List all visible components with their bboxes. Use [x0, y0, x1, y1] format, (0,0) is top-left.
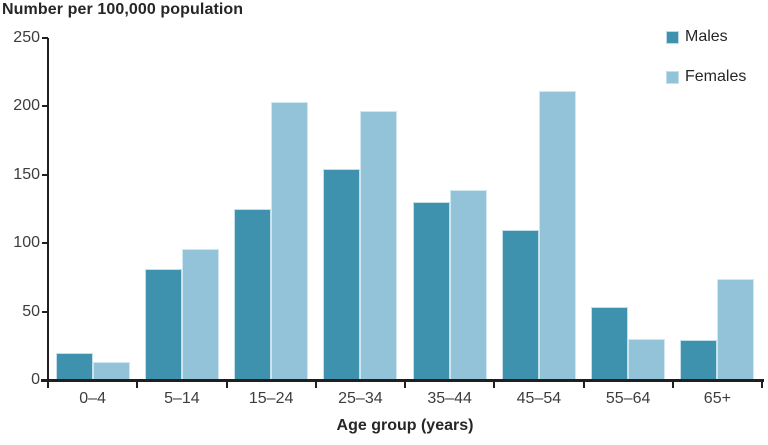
males-bar [591, 307, 629, 380]
y-tick-label: 100 [13, 234, 40, 251]
x-tick-mark [583, 381, 585, 388]
males-bar [501, 230, 539, 380]
chart-title: Number per 100,000 population [2, 1, 244, 18]
x-tick-label: 5–14 [164, 390, 200, 407]
males-bar [55, 353, 93, 380]
legend-item-females: Females [666, 68, 747, 85]
x-tick-label: 35–44 [427, 390, 472, 407]
bar-group [405, 38, 494, 380]
y-tick-mark [42, 105, 48, 107]
y-tick-label: 0 [31, 371, 40, 388]
x-axis-line [41, 379, 764, 382]
plot-area [48, 38, 762, 380]
females-bar [92, 362, 130, 380]
females-bar [717, 279, 755, 380]
bar-group [584, 38, 673, 380]
x-tick-mark [493, 381, 495, 388]
x-tick-mark [226, 381, 228, 388]
bar-group [673, 38, 762, 380]
y-tick-label: 150 [13, 166, 40, 183]
males-bar [680, 340, 718, 380]
x-tick-label: 15–24 [248, 390, 294, 407]
legend-label-females: Females [685, 68, 747, 85]
males-bar [144, 269, 182, 380]
y-tick-mark [42, 174, 48, 176]
females-bar [271, 102, 309, 380]
males-bar [234, 209, 272, 380]
x-tick-label: 65+ [703, 390, 731, 407]
x-tick-label: 25–34 [338, 390, 383, 407]
bar-group [48, 38, 137, 380]
females-bar [181, 249, 219, 380]
y-tick-mark [42, 311, 48, 313]
y-axis-line [47, 38, 49, 381]
males-bar [412, 202, 450, 380]
x-tick-mark [672, 381, 674, 388]
females-bar [628, 339, 666, 380]
x-axis-title: Age group (years) [336, 417, 474, 434]
bar-group [316, 38, 405, 380]
bar-group [137, 38, 226, 380]
x-tick-mark [404, 381, 406, 388]
x-tick-label: 55–64 [605, 390, 651, 407]
males-swatch [666, 30, 679, 44]
x-tick-mark [315, 381, 317, 388]
bar-groups [48, 38, 762, 380]
x-tick-label: 45–54 [516, 390, 562, 407]
y-tick-label: 250 [13, 29, 40, 46]
x-tick-mark [136, 381, 138, 388]
y-tick-mark [42, 242, 48, 244]
x-tick-label: 0–4 [79, 390, 106, 407]
females-bar [360, 111, 398, 380]
y-tick-label: 50 [22, 303, 40, 320]
x-tick-mark [761, 381, 763, 388]
bar-group [494, 38, 583, 380]
females-bar [538, 91, 576, 380]
y-tick-mark [42, 37, 48, 39]
x-axis-labels: 0–4 5–14 15–24 25–34 35–44 45–54 55–64 65+ [48, 390, 762, 408]
y-tick-mark [42, 379, 48, 381]
legend-label-males: Males [685, 28, 728, 45]
bar-group [227, 38, 316, 380]
females-swatch [666, 70, 679, 84]
females-bar [449, 190, 487, 380]
legend: Males Females [666, 28, 747, 109]
legend-item-males: Males [666, 28, 746, 45]
males-bar [323, 169, 361, 380]
x-tick-mark [47, 381, 49, 388]
y-tick-label: 200 [13, 97, 40, 114]
